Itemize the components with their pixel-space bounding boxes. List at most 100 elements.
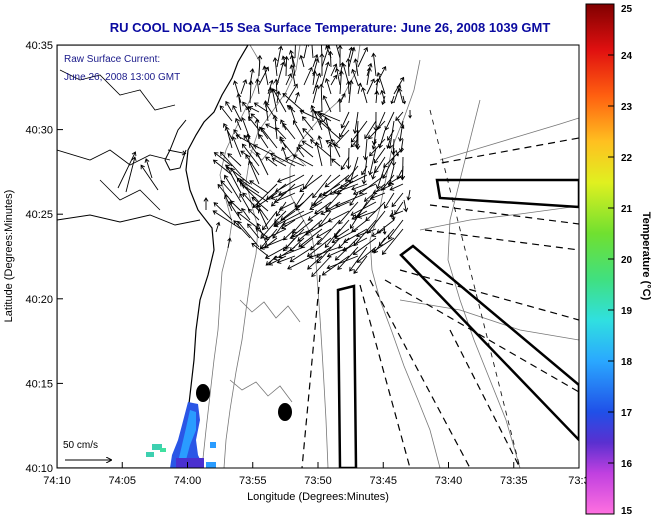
current-vector [307, 210, 323, 221]
current-vector [213, 202, 233, 221]
current-vector [308, 246, 341, 259]
current-vector [331, 158, 341, 167]
colorbar-tick-label: 15 [621, 506, 633, 517]
current-vector [339, 92, 346, 104]
current-vector [281, 219, 296, 230]
current-vector [348, 79, 354, 104]
current-vector [315, 228, 332, 239]
current-vector [408, 109, 412, 119]
current-vector [249, 180, 269, 194]
current-vector [292, 154, 314, 167]
current-vector [247, 208, 260, 221]
current-vector [213, 152, 233, 167]
current-vector [288, 49, 296, 68]
current-vector [284, 156, 305, 167]
current-vector [371, 52, 377, 77]
current-vector [309, 201, 323, 210]
current-vector [340, 156, 350, 171]
current-vector [376, 72, 386, 95]
current-vector [283, 55, 289, 77]
colorbar-tick-label: 17 [621, 408, 633, 419]
current-vector [301, 116, 314, 131]
current-vector [348, 46, 356, 68]
current-vector [215, 221, 221, 233]
current-vector [364, 120, 377, 140]
current-vector [389, 183, 404, 191]
current-vector [348, 46, 354, 59]
current-vector [274, 127, 287, 140]
y-axis-label: Latitude (Degrees:Minutes) [3, 190, 15, 323]
current-vector [384, 192, 395, 209]
current-vector [301, 140, 314, 149]
current-vector [297, 144, 314, 158]
current-vector [247, 223, 260, 239]
current-vector [321, 255, 350, 276]
current-vector [339, 174, 368, 190]
current-vector [299, 54, 305, 68]
current-vector [269, 152, 296, 167]
current-vector [237, 220, 260, 248]
current-vector [254, 118, 260, 140]
current-vector [324, 174, 341, 188]
current-vector [350, 120, 368, 143]
current-vector [391, 192, 404, 208]
current-vector [338, 69, 344, 95]
x-tick-label: 73:35 [500, 475, 528, 487]
current-vector [258, 134, 269, 149]
current-vector [361, 156, 368, 185]
annotation-line1: Raw Surface Current: [64, 54, 160, 65]
current-vector [310, 104, 323, 131]
current-vector [351, 219, 368, 233]
current-vector [274, 174, 305, 193]
current-vector [273, 210, 296, 227]
current-vector [352, 183, 377, 196]
current-vector [236, 211, 260, 230]
current-vector [288, 105, 296, 122]
map-area [57, 45, 579, 468]
current-vector [236, 92, 242, 113]
current-vector [224, 126, 233, 149]
current-vector [228, 201, 242, 221]
current-vector [302, 128, 314, 140]
current-vector [373, 147, 386, 164]
current-vector [388, 174, 404, 185]
current-vector [313, 192, 332, 206]
current-vector [276, 255, 296, 264]
colorbar-tick-label: 16 [621, 459, 633, 470]
current-vector [351, 68, 359, 86]
current-vector [406, 189, 411, 201]
current-vector [144, 158, 153, 179]
station-marker [196, 384, 210, 402]
scale-label: 50 cm/s [63, 440, 98, 451]
current-vector [340, 111, 350, 129]
current-vector [349, 192, 359, 207]
x-tick-label: 74:10 [43, 475, 71, 487]
current-vector [212, 210, 242, 230]
current-vector [273, 78, 279, 95]
current-vector [374, 156, 386, 174]
current-vector [366, 62, 373, 77]
current-vector [353, 255, 368, 274]
current-vector [262, 65, 269, 86]
current-vector [369, 192, 386, 200]
current-vector [345, 57, 351, 77]
x-tick-label: 73:55 [239, 475, 267, 487]
current-vector [271, 157, 287, 167]
current-vector [361, 165, 368, 176]
current-vector [384, 111, 395, 131]
current-vector [387, 120, 395, 150]
current-vector [345, 165, 359, 182]
y-tick-label: 40:10 [25, 463, 53, 475]
current-vector [314, 201, 332, 215]
current-vector [322, 174, 350, 197]
current-vector [247, 116, 260, 131]
current-vector [330, 74, 338, 86]
current-vector [220, 180, 233, 194]
current-vector [324, 228, 341, 249]
current-vector [252, 183, 278, 209]
current-vector [312, 174, 332, 199]
current-vector [330, 63, 338, 77]
current-vector [393, 84, 402, 104]
figure-title: RU COOL NOAA−15 Sea Surface Temperature:… [110, 20, 551, 35]
current-vector [292, 219, 305, 234]
